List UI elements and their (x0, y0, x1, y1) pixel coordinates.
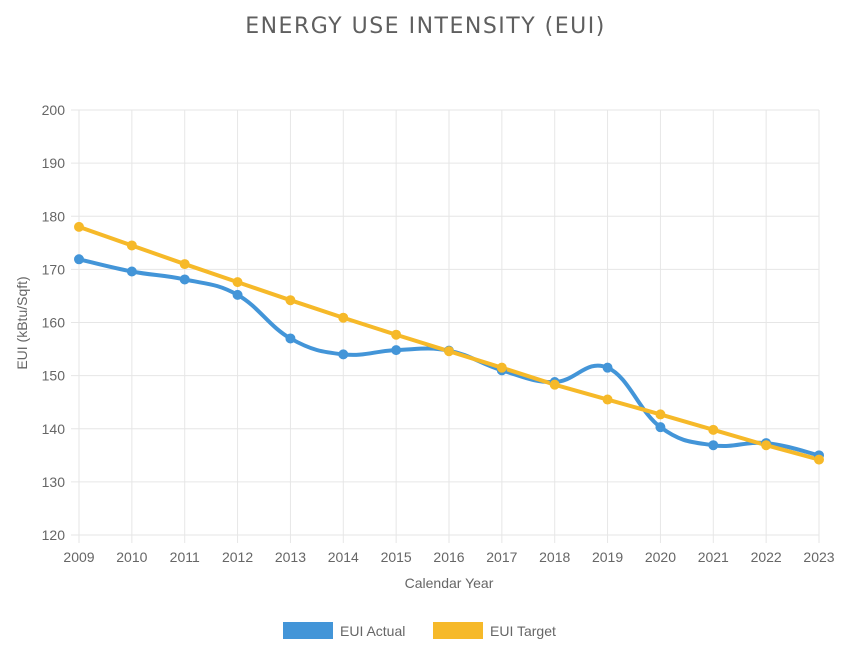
chart-title: ENERGY USE INTENSITY (EUI) (245, 14, 606, 39)
data-point-eui-actual[interactable] (391, 345, 402, 356)
axis-layer: 120 130 140 150 160 170 180 190 200 2009 2010 2011 2… (42, 102, 835, 565)
x-tick-label: 2021 (698, 549, 729, 565)
data-point-eui-target[interactable] (391, 329, 402, 340)
grid-layer (71, 109, 820, 543)
y-tick-label: 150 (42, 368, 66, 384)
x-tick-label: 2013 (275, 549, 306, 565)
legend-swatch-eui-actual[interactable] (283, 622, 333, 639)
data-point-eui-actual[interactable] (602, 362, 613, 373)
y-tick-label: 160 (42, 315, 66, 331)
x-tick-label: 2016 (433, 549, 464, 565)
data-point-eui-target[interactable] (74, 221, 84, 232)
x-axis-title: Calendar Year (405, 575, 494, 591)
data-point-eui-target[interactable] (444, 346, 454, 357)
x-tick-label: 2018 (539, 549, 570, 565)
point-layer (74, 221, 824, 465)
x-tick-label: 2009 (63, 549, 94, 565)
data-point-eui-target[interactable] (232, 277, 243, 288)
x-tick-label: 2012 (222, 549, 253, 565)
data-point-eui-target[interactable] (761, 440, 772, 451)
data-point-eui-actual[interactable] (338, 349, 349, 360)
x-tick-label: 2019 (592, 549, 623, 565)
x-tick-label: 2020 (645, 549, 676, 565)
data-point-eui-target[interactable] (655, 409, 666, 420)
data-point-eui-actual[interactable] (708, 440, 719, 451)
legend: EUI Actual EUI Target (283, 622, 556, 639)
x-tick-label: 2010 (116, 549, 147, 565)
data-point-eui-target[interactable] (708, 424, 719, 435)
data-point-eui-target[interactable] (338, 312, 349, 323)
y-tick-label: 130 (42, 474, 66, 490)
y-axis-title: EUI (kBtu/Sqft) (14, 276, 30, 369)
y-tick-label: 170 (42, 261, 66, 277)
legend-swatch-eui-target[interactable] (433, 622, 483, 639)
data-point-eui-target[interactable] (126, 240, 137, 251)
data-point-eui-actual[interactable] (126, 266, 137, 277)
data-point-eui-actual[interactable] (285, 333, 296, 344)
x-tick-label: 2017 (486, 549, 517, 565)
data-point-eui-target[interactable] (549, 379, 560, 390)
data-point-eui-target[interactable] (179, 259, 190, 270)
data-point-eui-target[interactable] (285, 295, 296, 306)
data-point-eui-target[interactable] (496, 362, 507, 373)
y-tick-label: 120 (42, 527, 66, 543)
x-tick-label: 2022 (751, 549, 782, 565)
data-point-eui-actual[interactable] (232, 289, 243, 300)
x-tick-label: 2014 (328, 549, 359, 565)
y-tick-label: 200 (42, 102, 66, 118)
data-point-eui-actual[interactable] (74, 254, 84, 265)
y-tick-label: 140 (42, 421, 66, 437)
data-point-eui-target[interactable] (602, 394, 613, 405)
y-tick-label: 180 (42, 208, 66, 224)
data-point-eui-actual[interactable] (179, 274, 190, 285)
x-tick-label: 2023 (803, 549, 834, 565)
x-tick-label: 2015 (381, 549, 412, 565)
legend-label-eui-actual: EUI Actual (340, 623, 405, 639)
data-point-eui-actual[interactable] (655, 422, 666, 433)
legend-label-eui-target: EUI Target (490, 623, 556, 639)
y-tick-label: 190 (42, 155, 66, 171)
x-tick-label: 2011 (170, 549, 200, 565)
data-point-eui-target[interactable] (814, 454, 824, 465)
